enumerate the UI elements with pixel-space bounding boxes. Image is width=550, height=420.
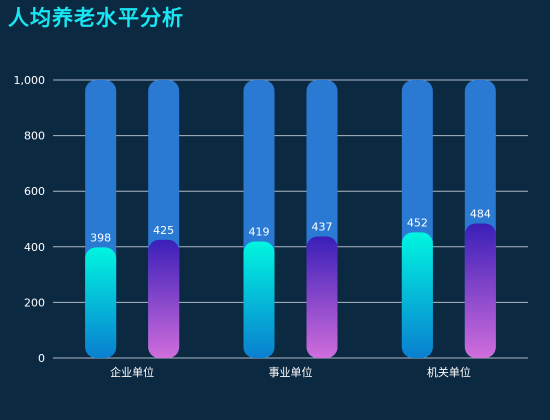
x-axis-ticks: 企业单位 事业单位 机关单位 xyxy=(110,365,471,379)
bar-series-2 xyxy=(148,239,180,358)
bar-series-2 xyxy=(464,223,496,358)
bar-series-2 xyxy=(306,236,338,358)
data-label: 452 xyxy=(407,216,428,229)
data-label: 484 xyxy=(470,207,491,220)
bar-series-1 xyxy=(401,232,433,358)
data-label: 419 xyxy=(249,226,270,239)
y-tick-label: 600 xyxy=(24,185,45,198)
bar-series-1 xyxy=(85,247,117,358)
y-tick-label: 1,000 xyxy=(14,74,46,87)
y-tick-label: 400 xyxy=(24,241,45,254)
data-label: 425 xyxy=(153,224,174,237)
bar-series-1 xyxy=(243,241,275,358)
data-label: 398 xyxy=(90,231,111,244)
y-tick-label: 200 xyxy=(24,296,45,309)
y-axis-ticks: 0 200 400 600 800 1,000 xyxy=(14,74,46,365)
x-tick-label: 机关单位 xyxy=(427,365,471,379)
data-labels: 398 425 419 437 452 484 xyxy=(90,207,491,244)
chart-title: 人均养老水平分析 xyxy=(8,6,184,30)
x-tick-label: 企业单位 xyxy=(110,365,154,379)
grid-lines xyxy=(53,79,528,359)
x-tick-label: 事业单位 xyxy=(269,365,313,379)
data-label: 437 xyxy=(312,221,333,234)
bars xyxy=(85,80,496,358)
y-tick-label: 800 xyxy=(24,130,45,143)
y-tick-label: 0 xyxy=(38,352,45,365)
